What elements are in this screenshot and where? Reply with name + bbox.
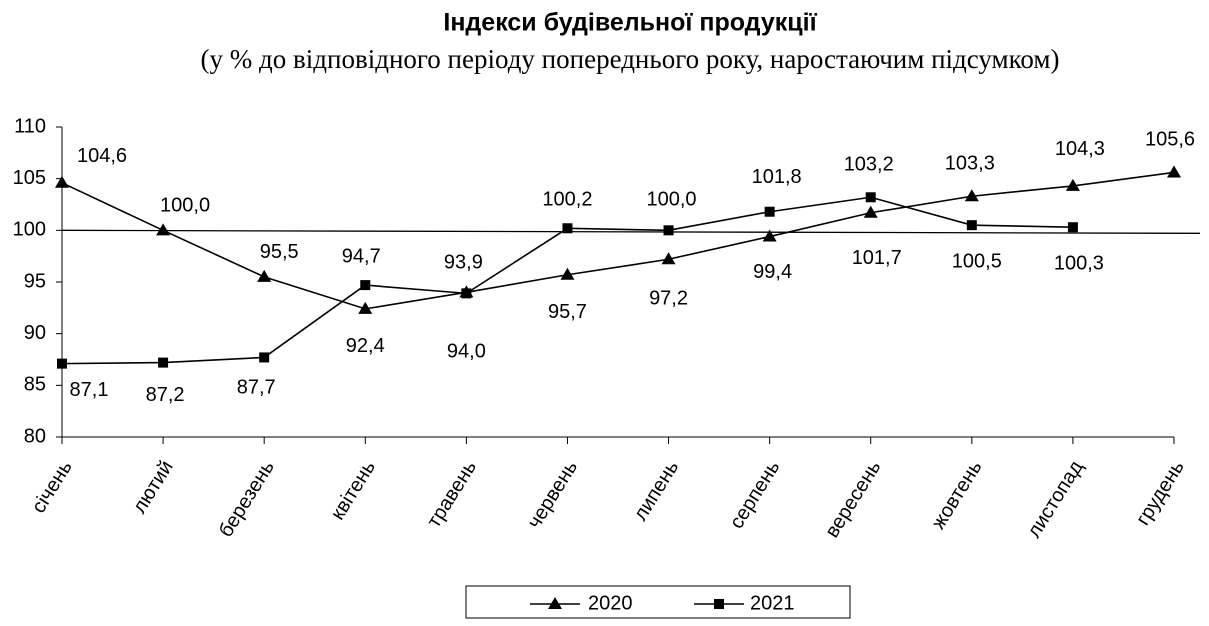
series-line (61, 196, 1073, 365)
data-label: 100,3 (1054, 253, 1104, 275)
y-tick-label: 85 (24, 374, 46, 396)
x-tick-label: серпень (726, 457, 785, 533)
x-tick-label: липень (629, 457, 683, 525)
data-point (358, 301, 373, 314)
data-point (863, 205, 878, 218)
data-point (764, 206, 775, 217)
legend-marker (714, 599, 724, 609)
data-label: 93,9 (444, 252, 483, 274)
data-point (461, 288, 472, 299)
data-point (964, 189, 979, 202)
legend-box (465, 585, 851, 619)
x-tick-label: листопад (1023, 457, 1088, 542)
data-label: 103,3 (945, 153, 995, 175)
y-tick-label: 100 (13, 219, 46, 241)
y-tick-label: 105 (13, 167, 46, 189)
data-point (259, 352, 270, 363)
data-point (360, 280, 371, 291)
data-label: 92,4 (346, 335, 385, 357)
y-tick-label: 110 (14, 115, 46, 137)
legend-label: 2020 (588, 592, 633, 614)
data-label: 104,6 (77, 145, 127, 167)
x-tick-label: лютий (129, 457, 178, 518)
x-tick-label: березень (215, 457, 279, 541)
data-point (966, 220, 977, 231)
data-point (57, 358, 67, 369)
data-point (1067, 222, 1078, 233)
chart-subtitle: (у % до відповідного періоду попередньог… (201, 44, 1060, 74)
y-tick-label: 95 (24, 270, 46, 292)
y-tick-label: 80 (24, 425, 46, 447)
data-point (762, 229, 777, 242)
data-label: 99,4 (753, 261, 792, 283)
data-point (1167, 165, 1181, 178)
x-tick-label: квітень (327, 457, 380, 524)
data-label: 104,3 (1055, 138, 1105, 160)
data-label: 95,7 (548, 301, 587, 323)
x-tick-label: жовтень (927, 457, 986, 533)
data-point (562, 223, 573, 234)
x-tick-label: вересень (821, 457, 885, 542)
data-label: 97,2 (649, 288, 688, 310)
y-tick-label: 90 (24, 322, 46, 344)
series-line (61, 171, 1175, 310)
data-point (1065, 178, 1080, 191)
data-label: 95,5 (260, 241, 299, 263)
data-label: 100,0 (160, 195, 210, 217)
legend-marker (548, 597, 562, 609)
data-label: 87,1 (70, 379, 109, 401)
data-point (661, 252, 676, 265)
data-label: 100,5 (952, 250, 1002, 272)
chart-title: Індекси будівельної продукції (443, 9, 817, 37)
data-point (560, 267, 575, 280)
data-label: 101,7 (852, 247, 902, 269)
data-label: 100,0 (647, 189, 697, 211)
data-label: 103,2 (844, 154, 894, 176)
x-tick-label: січень (28, 457, 77, 517)
data-label: 94,7 (342, 245, 381, 267)
reference-line (61, 229, 1201, 234)
data-label: 101,8 (752, 166, 802, 188)
data-label: 105,6 (1145, 129, 1195, 151)
data-label: 87,7 (237, 377, 276, 399)
data-point (156, 223, 171, 236)
data-label: 87,2 (146, 384, 185, 406)
data-label: 94,0 (447, 341, 486, 363)
data-label: 100,2 (542, 189, 592, 211)
x-tick-label: грудень (1132, 457, 1189, 530)
x-tick-label: травень (423, 457, 481, 532)
data-point (55, 175, 69, 188)
x-tick-label: червень (523, 457, 582, 533)
data-point (257, 269, 272, 282)
data-point (663, 225, 674, 236)
data-point (158, 357, 169, 368)
data-point (865, 192, 876, 203)
legend-label: 2021 (750, 592, 795, 614)
